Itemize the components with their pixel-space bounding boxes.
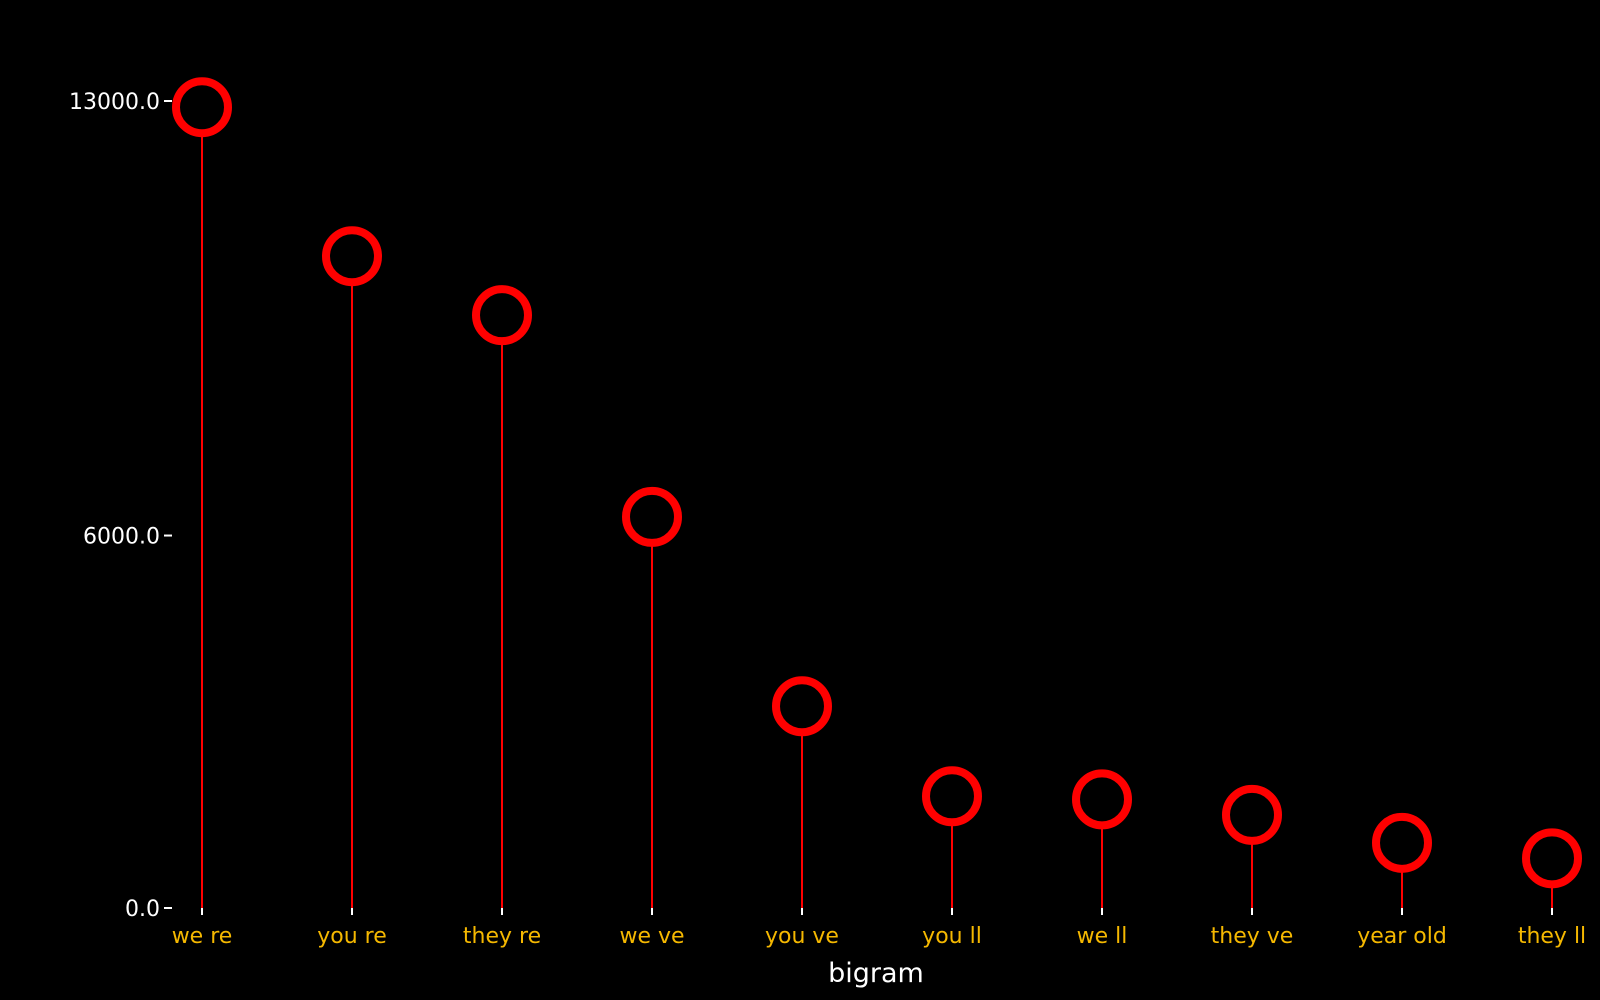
x-tick-label: they ve bbox=[1211, 924, 1294, 949]
x-tick-label: they ll bbox=[1518, 924, 1586, 949]
x-tick-label: you ll bbox=[922, 924, 982, 949]
lollipop-marker bbox=[622, 486, 682, 547]
x-tick-label: they re bbox=[463, 924, 541, 949]
x-tick-label: you ve bbox=[765, 924, 839, 949]
lollipop-marker bbox=[322, 226, 382, 287]
x-tick-label: we ll bbox=[1077, 924, 1128, 949]
lollipop-marker bbox=[1072, 769, 1132, 830]
lollipop-marker bbox=[472, 285, 532, 346]
lollipop-marker bbox=[1372, 812, 1432, 873]
y-axis: 0.0 6000.0 13000.0 bbox=[69, 90, 172, 922]
x-axis-title: bigram bbox=[828, 958, 924, 989]
lollipop-marker bbox=[1522, 828, 1582, 889]
lollipop-marker bbox=[922, 766, 982, 827]
chart-marks bbox=[172, 77, 1582, 908]
x-axis: we re you re they re we ve you ve you ll we ll… bbox=[172, 908, 1586, 949]
lollipop-marker bbox=[1222, 784, 1282, 845]
lollipop-marker bbox=[772, 676, 832, 737]
x-tick-label: we ve bbox=[619, 924, 684, 949]
x-tick-label: we re bbox=[172, 924, 233, 949]
y-tick-label: 0.0 bbox=[125, 897, 160, 922]
lollipop-marker bbox=[172, 77, 232, 138]
x-tick-label: year old bbox=[1357, 924, 1447, 949]
y-tick-label: 13000.0 bbox=[69, 90, 160, 115]
x-tick-label: you re bbox=[317, 924, 387, 949]
y-tick-label: 6000.0 bbox=[83, 525, 160, 550]
